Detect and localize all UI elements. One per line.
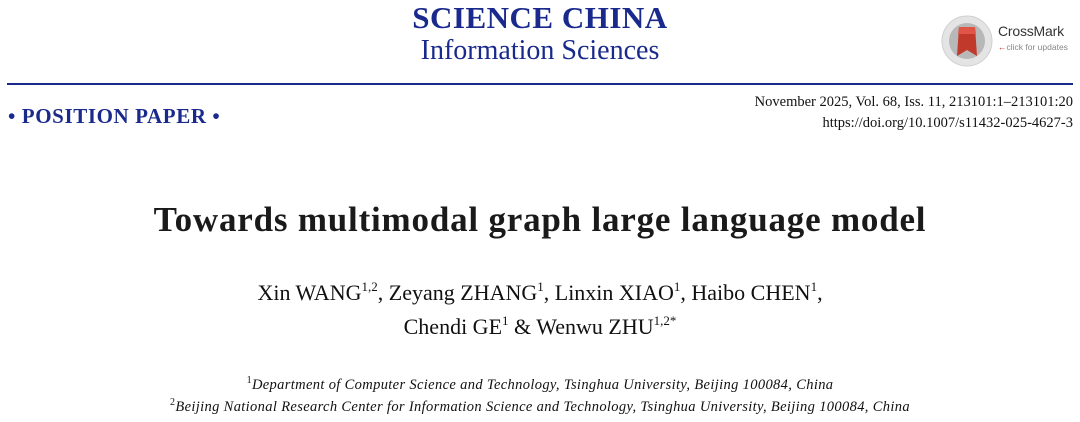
author-name[interactable]: Xin WANG bbox=[257, 280, 362, 305]
author-separator: , bbox=[680, 280, 692, 305]
affiliation-text: Department of Computer Science and Techn… bbox=[251, 377, 834, 393]
crossmark-label: CrossMark bbox=[998, 23, 1064, 39]
affiliation-mark: 2 bbox=[170, 397, 176, 408]
author-separator: , bbox=[377, 280, 389, 305]
affiliation-text: Beijing National Research Center for Inf… bbox=[175, 399, 910, 415]
paper-title: Towards multimodal graph large language … bbox=[153, 200, 927, 239]
author-separator: , bbox=[817, 280, 823, 305]
affiliation-mark: 1 bbox=[246, 375, 252, 386]
publication-info: November 2025, Vol. 68, Iss. 11, 213101:… bbox=[755, 92, 1073, 134]
author-name[interactable]: Zeyang ZHANG bbox=[388, 280, 538, 305]
journal-subtitle: Information Sciences bbox=[420, 35, 660, 66]
doi-link[interactable]: https://doi.org/10.1007/s11432-025-4627-… bbox=[822, 115, 1073, 131]
arrow-left-icon: ← bbox=[998, 42, 1007, 52]
author-affiliation-mark: 1 bbox=[502, 313, 509, 328]
author-name[interactable]: Haibo CHEN bbox=[691, 280, 811, 305]
crossmark-icon bbox=[941, 15, 993, 67]
author-affiliation-mark: 1,2 bbox=[361, 279, 378, 294]
affiliation-item: 1Department of Computer Science and Tech… bbox=[0, 374, 1080, 396]
author-affiliation-mark: 1 bbox=[810, 279, 818, 294]
author-separator: , bbox=[543, 280, 555, 305]
paper-type-label: • POSITION PAPER • bbox=[8, 104, 221, 128]
header-divider bbox=[7, 83, 1073, 85]
author-affiliation-mark: 1 bbox=[673, 279, 681, 294]
crossmark-sublabel-text: click for updates bbox=[1006, 42, 1068, 52]
crossmark-sublabel: ←click for updates bbox=[998, 42, 1068, 52]
author-line-2: Chendi GE1 & Wenwu ZHU1,2* bbox=[0, 310, 1080, 344]
author-separator: & bbox=[508, 314, 537, 339]
author-name[interactable]: Chendi GE bbox=[403, 314, 503, 339]
author-list: Xin WANG1,2, Zeyang ZHANG1, Linxin XIAO1… bbox=[0, 276, 1080, 344]
journal-name: SCIENCE CHINA bbox=[412, 0, 668, 35]
crossmark-badge[interactable]: CrossMark ←click for updates bbox=[940, 14, 1080, 70]
author-affiliation-mark: 1,2* bbox=[653, 313, 677, 328]
author-line-1: Xin WANG1,2, Zeyang ZHANG1, Linxin XIAO1… bbox=[0, 276, 1080, 310]
publication-line: November 2025, Vol. 68, Iss. 11, 213101:… bbox=[754, 94, 1073, 110]
author-name[interactable]: Linxin XIAO bbox=[554, 280, 674, 305]
affiliation-list: 1Department of Computer Science and Tech… bbox=[0, 374, 1080, 418]
journal-header: SCIENCE CHINA Information Sciences bbox=[0, 2, 1080, 65]
author-name[interactable]: Wenwu ZHU bbox=[536, 314, 654, 339]
author-affiliation-mark: 1 bbox=[537, 279, 544, 294]
affiliation-item: 2Beijing National Research Center for In… bbox=[0, 396, 1080, 418]
